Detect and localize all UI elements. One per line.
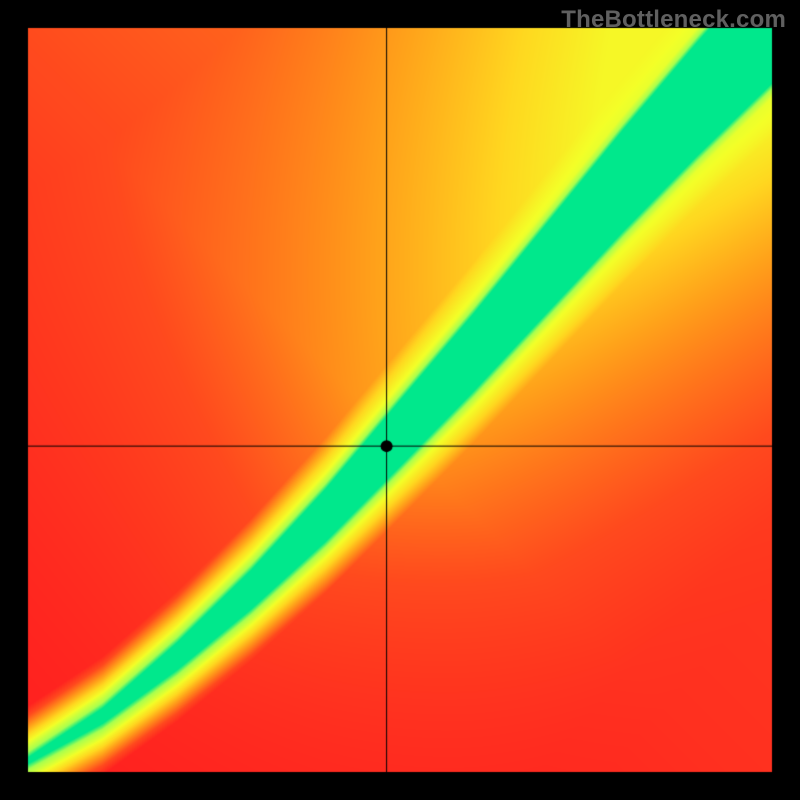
bottleneck-heatmap <box>0 0 800 800</box>
watermark-text: TheBottleneck.com <box>561 6 786 34</box>
